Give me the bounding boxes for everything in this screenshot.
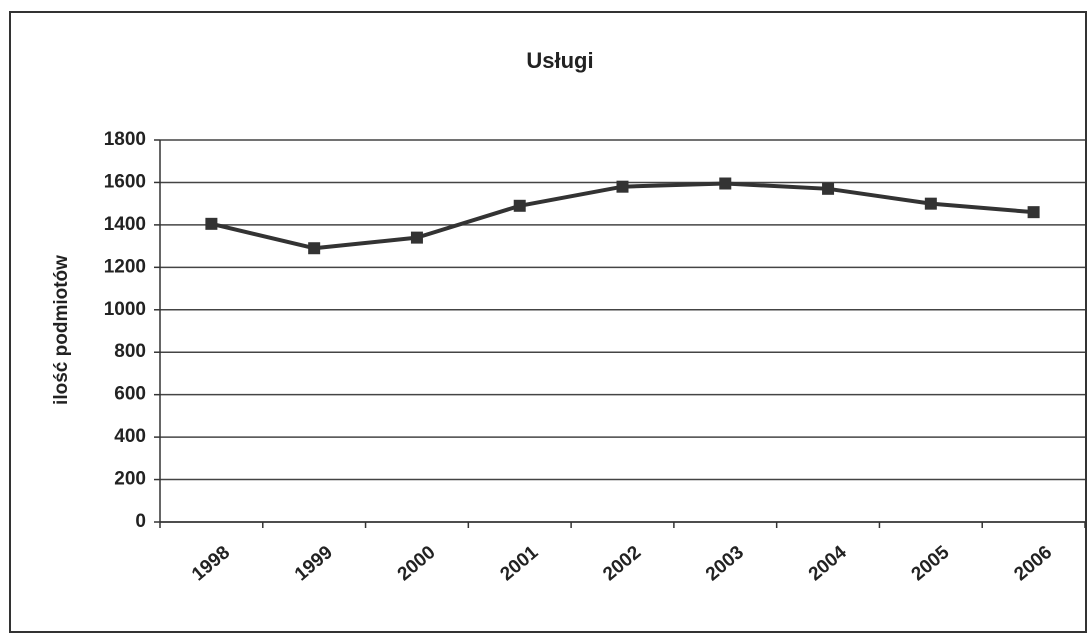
marker — [616, 180, 629, 193]
y-tick-label: 1000 — [104, 299, 146, 320]
y-tick-label: 1800 — [104, 129, 146, 150]
y-axis-label: ilość podmiotów — [51, 255, 72, 405]
marker — [513, 199, 526, 212]
marker — [924, 197, 937, 210]
y-tick-label: 1200 — [104, 256, 146, 277]
y-tick-label: 600 — [114, 384, 146, 405]
y-tick-label: 1400 — [104, 214, 146, 235]
marker — [822, 182, 835, 195]
marker — [205, 217, 218, 230]
y-tick-label: 400 — [114, 426, 146, 447]
y-tick-label: 1600 — [104, 171, 146, 192]
y-tick-label: 800 — [114, 341, 146, 362]
marker — [410, 231, 423, 244]
marker — [308, 242, 321, 255]
marker — [1027, 206, 1040, 219]
chart-border — [9, 11, 1087, 633]
y-tick-label: 0 — [135, 511, 146, 532]
chart-title: Usługi — [526, 48, 593, 73]
marker — [719, 177, 732, 190]
y-tick-label: 200 — [114, 469, 146, 490]
